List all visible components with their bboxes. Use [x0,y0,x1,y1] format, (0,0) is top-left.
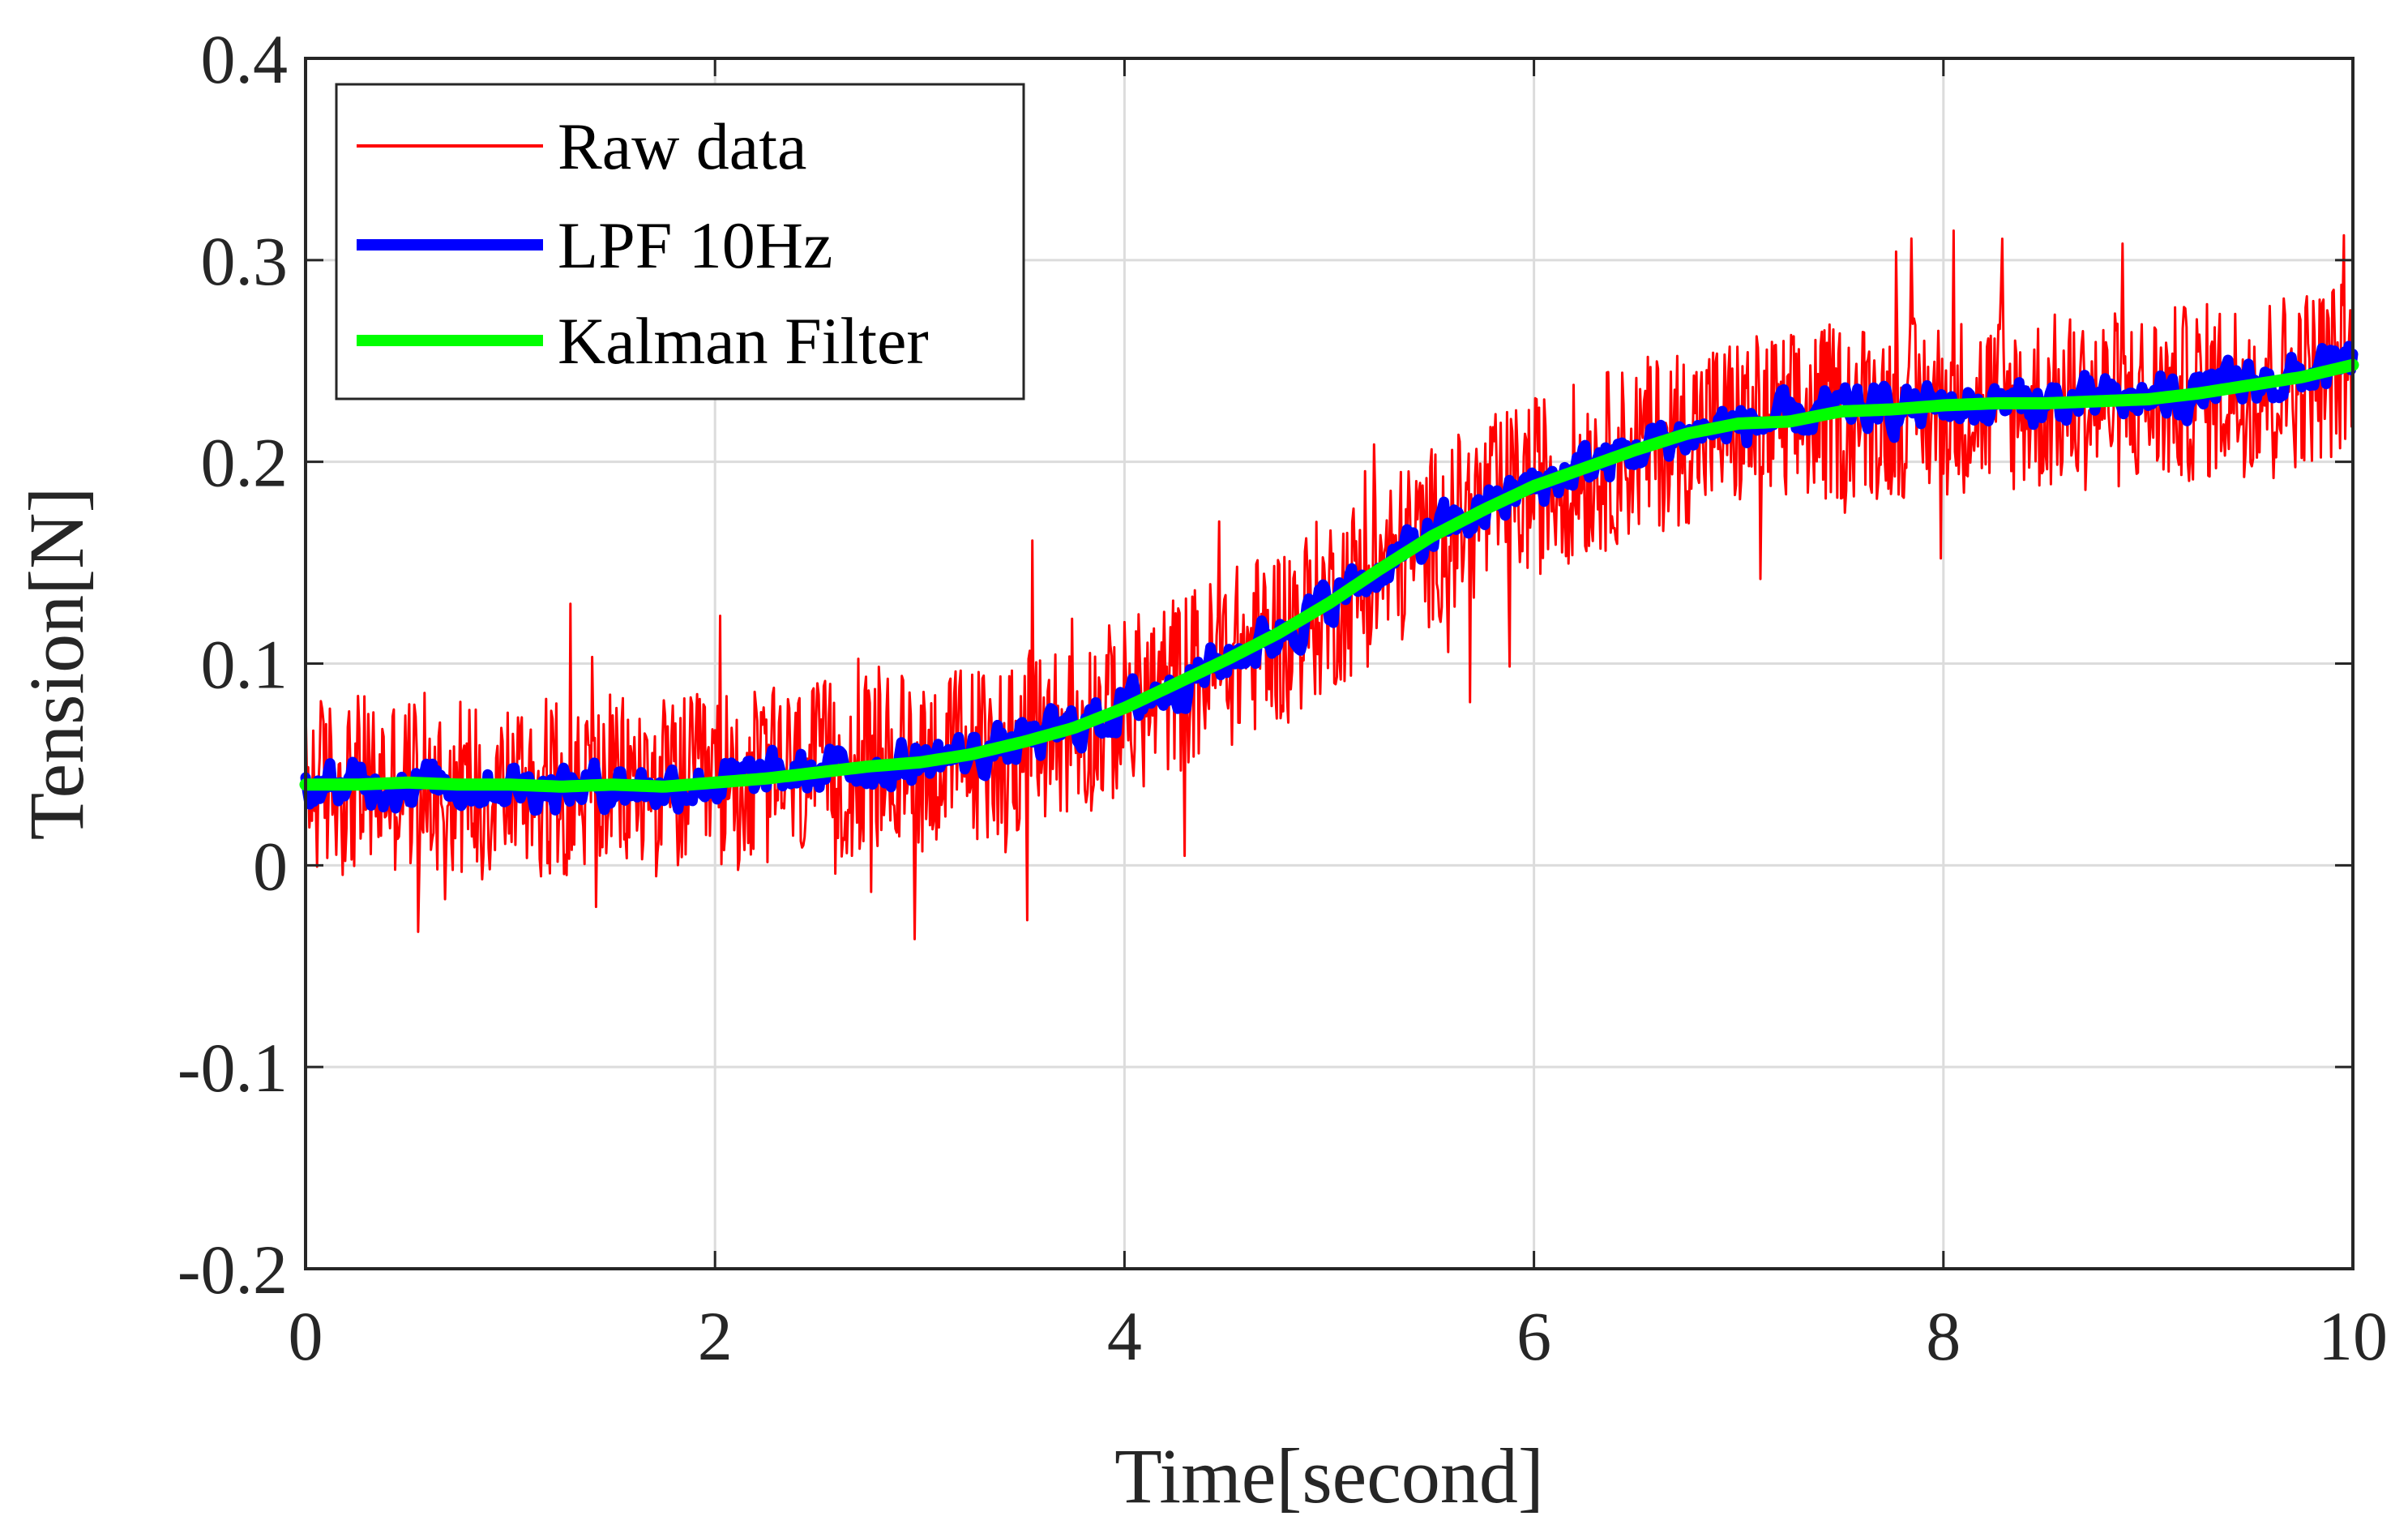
x-tick-label: 8 [1926,1297,1961,1375]
x-axis-title: Time[second] [1114,1433,1544,1519]
x-tick-label: 2 [698,1297,733,1375]
y-tick-label: -0.1 [177,1029,288,1107]
series-kalman-filter [299,358,2359,793]
y-tick-label: 0.1 [201,626,289,704]
legend-label-kalman-filter: Kalman Filter [558,304,929,378]
series-layer [299,229,2359,940]
y-tick-label: 0.4 [201,20,289,98]
x-tick-label: 4 [1107,1297,1142,1375]
series-raw-data [304,229,2355,940]
ticks [304,57,2355,1270]
y-tick-label: -0.2 [177,1231,288,1308]
tick-labels: 0 2 4 6 8 10 -0.2 -0.1 0 0.1 0.2 0.3 0.4 [177,20,2388,1375]
legend-label-lpf-10hz: LPF 10Hz [558,208,832,282]
y-axis-title: Tension[N] [13,487,100,841]
y-tick-label: 0.2 [201,424,289,502]
y-tick-label: 0.3 [201,222,289,300]
legend: Raw data LPF 10Hz Kalman Filter [335,83,1025,400]
x-tick-label: 10 [2318,1297,2388,1375]
y-tick-label: 0 [253,827,288,905]
x-tick-label: 0 [289,1297,323,1375]
x-tick-label: 6 [1516,1297,1551,1375]
legend-label-raw-data: Raw data [558,109,806,183]
